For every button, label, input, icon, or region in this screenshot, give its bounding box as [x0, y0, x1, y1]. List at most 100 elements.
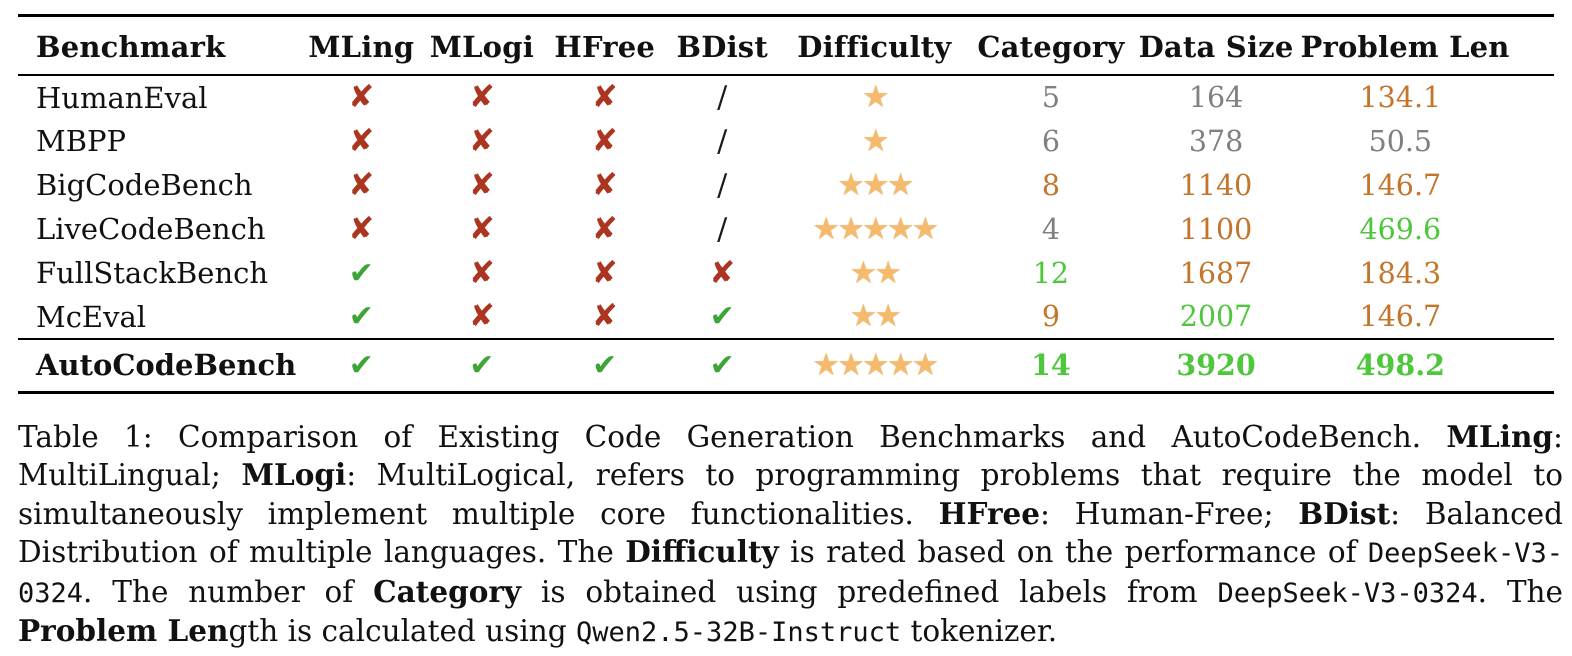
star-icon: ★ — [861, 166, 890, 203]
benchmark-name: MBPP — [36, 124, 127, 158]
star-icon: ★ — [886, 346, 915, 383]
table-row: McEval ★★ 9 2007 146.7 — [18, 295, 1554, 339]
problem-len-value: 146.7 — [1359, 168, 1442, 202]
slash-icon — [717, 127, 727, 157]
check-icon — [349, 259, 374, 289]
benchmark-name: AutoCodeBench — [36, 348, 297, 383]
star-icon: ★ — [837, 210, 865, 247]
column-header-category: Category — [977, 30, 1125, 64]
category-value: 8 — [1041, 168, 1060, 202]
table-row: FullStackBench ★★ 12 1687 184.3 — [18, 251, 1554, 295]
benchmark-name: FullStackBench — [36, 256, 269, 290]
cross-icon — [592, 82, 618, 113]
check-icon — [469, 351, 494, 381]
data-size-value: 1687 — [1179, 256, 1253, 290]
cross-icon — [348, 82, 374, 113]
table-caption: Table 1: Comparison of Existing Code Gen… — [18, 418, 1564, 649]
benchmark-comparison-table: Benchmark MLing MLogi HFree BDist Diffic… — [18, 14, 1554, 394]
star-icon: ★ — [849, 298, 878, 334]
difficulty-stars: ★★ — [849, 298, 903, 334]
table-row: HumanEval ★ 5 164 134.1 — [18, 75, 1554, 119]
star-icon: ★ — [911, 210, 939, 247]
table-header-row: Benchmark MLing MLogi HFree BDist Diffic… — [18, 16, 1554, 75]
star-icon: ★ — [812, 210, 840, 247]
cross-icon — [592, 301, 618, 332]
check-icon — [710, 302, 735, 332]
star-icon: ★ — [861, 210, 890, 247]
cross-icon — [469, 301, 495, 332]
category-value: 5 — [1041, 81, 1060, 114]
cross-icon — [592, 214, 618, 245]
column-header-problem-len: Problem Len — [1300, 30, 1510, 64]
column-header-difficulty: Difficulty — [797, 30, 952, 64]
benchmark-name: LiveCodeBench — [36, 212, 266, 246]
check-icon — [349, 351, 374, 381]
column-header-mling: MLing — [308, 30, 415, 64]
star-icon: ★ — [911, 346, 939, 383]
difficulty-stars: ★★★ — [837, 166, 915, 203]
cross-icon — [709, 258, 735, 289]
problem-len-value: 50.5 — [1368, 124, 1433, 158]
table-row-autocodebench: AutoCodeBench ★★★★★ 14 3920 498.2 — [18, 339, 1554, 392]
difficulty-stars: ★★★★★ — [812, 210, 939, 247]
cross-icon — [348, 126, 374, 157]
problem-len-value: 146.7 — [1359, 300, 1442, 333]
benchmark-name: BigCodeBench — [36, 168, 253, 202]
benchmark-name: McEval — [36, 299, 147, 334]
category-value: 6 — [1041, 124, 1060, 158]
check-icon — [349, 302, 374, 332]
star-icon: ★ — [874, 298, 902, 334]
data-size-value: 1100 — [1179, 212, 1253, 246]
star-icon: ★ — [861, 346, 890, 383]
problem-len-value: 498.2 — [1355, 348, 1445, 383]
cross-icon — [469, 170, 495, 201]
check-icon — [592, 351, 617, 381]
cross-icon — [592, 258, 618, 289]
data-size-value: 164 — [1188, 81, 1244, 114]
cross-icon — [469, 214, 495, 245]
category-value: 4 — [1041, 212, 1060, 246]
category-value: 9 — [1041, 300, 1060, 333]
problem-len-value: 134.1 — [1359, 81, 1442, 114]
star-icon: ★ — [837, 346, 865, 383]
star-icon: ★ — [861, 79, 890, 115]
slash-icon — [717, 215, 727, 245]
data-size-value: 378 — [1188, 124, 1244, 158]
cross-icon — [592, 126, 618, 157]
benchmark-name: HumanEval — [36, 80, 208, 115]
table-row: BigCodeBench ★★★ 8 1140 146.7 — [18, 163, 1554, 207]
data-size-value: 3920 — [1176, 348, 1256, 383]
category-value: 14 — [1031, 348, 1071, 383]
column-header-hfree: HFree — [554, 30, 656, 64]
cross-icon — [348, 170, 374, 201]
cross-icon — [592, 170, 618, 201]
cross-icon — [469, 82, 495, 113]
star-icon: ★ — [849, 254, 878, 291]
problem-len-value: 184.3 — [1359, 256, 1442, 290]
check-icon — [710, 351, 735, 381]
column-header-bdist: BDist — [676, 30, 768, 64]
problem-len-value: 469.6 — [1359, 212, 1442, 246]
data-size-value: 1140 — [1179, 168, 1253, 202]
cross-icon — [348, 214, 374, 245]
column-header-mlogi: MLogi — [429, 30, 534, 64]
difficulty-stars: ★★ — [849, 254, 903, 291]
data-size-value: 2007 — [1179, 300, 1253, 333]
difficulty-stars: ★★★★★ — [812, 346, 939, 383]
column-header-benchmark: Benchmark — [36, 30, 226, 64]
difficulty-stars: ★ — [862, 125, 890, 157]
star-icon: ★ — [837, 166, 865, 203]
column-header-data-size: Data Size — [1138, 30, 1294, 64]
star-icon: ★ — [812, 346, 840, 383]
table-row: MBPP ★ 6 378 50.5 — [18, 119, 1554, 163]
star-icon: ★ — [886, 210, 915, 247]
slash-icon — [717, 83, 727, 113]
star-icon: ★ — [886, 166, 915, 203]
slash-icon — [717, 171, 727, 201]
cross-icon — [469, 126, 495, 157]
table-row: LiveCodeBench ★★★★★ 4 1100 469.6 — [18, 207, 1554, 251]
star-icon: ★ — [874, 254, 902, 291]
category-value: 12 — [1032, 256, 1070, 290]
cross-icon — [469, 258, 495, 289]
